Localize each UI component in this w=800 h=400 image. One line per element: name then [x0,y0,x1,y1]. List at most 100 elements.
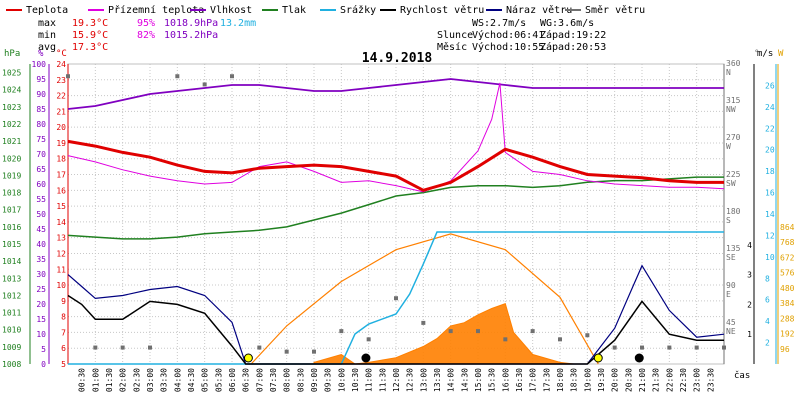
direction-tick-label: S [726,216,731,225]
moonset-marker [634,353,644,363]
x-tick: 12:00 [392,368,401,392]
x-tick: 23:00 [693,368,702,392]
humidity-tick: 90 [36,90,46,99]
x-tick: 02:00 [119,368,128,392]
pressure-tick: 1017 [2,206,21,215]
x-tick: 19:00 [583,368,592,392]
x-tick: 08:00 [283,368,292,392]
series-pressure [67,176,724,240]
rain-tick: 6 [765,296,770,305]
x-tick: 01:00 [91,368,100,392]
legend-label: Vlhkost [210,5,252,16]
wind-direction-point [230,74,234,79]
x-tick: 15:30 [488,368,497,392]
series-temperature [67,139,724,192]
humidity-tick: 100 [32,60,47,69]
x-tick: 20:00 [611,368,620,392]
x-tick: 22:00 [665,368,674,392]
x-tick: 07:30 [269,368,278,392]
x-tick: 10:30 [351,368,360,392]
wind-direction-point [585,333,590,338]
x-tick: 02:30 [132,368,141,392]
x-tick: 06:30 [242,368,251,392]
rain-tick: 26 [765,81,775,90]
direction-tick-label: N [726,68,731,77]
direction-tick: 180 [726,207,741,216]
pressure-tick: 1015 [2,240,21,249]
pressure-tick: 1016 [2,223,21,232]
pressure-tick: 1008 [2,360,21,369]
direction-tick: 270 [726,133,741,142]
stat-avg-temp: 17.3°C [72,42,108,53]
x-tick: 00:30 [78,368,87,392]
x-tick: 01:30 [105,368,114,392]
humidity-tick: 85 [36,105,46,114]
series-wind-speed [67,294,724,365]
humidity-tick: 70 [36,150,46,159]
x-tick: 17:00 [529,368,538,392]
temperature-tick: 11 [56,265,66,274]
unit-time: čas [734,370,750,381]
temperature-tick: 17 [56,171,66,180]
unit-pressure: hPa [4,49,20,59]
moon-rise: Východ:10:55 [472,41,544,53]
legend-label: Přízemní teplota [108,4,204,16]
x-tick: 03:00 [146,368,155,392]
wind-direction-point [284,349,289,354]
x-tick: 17:30 [542,368,551,392]
stat-min-press: 1015.2hPa [164,30,218,41]
temperature-tick: 7 [61,328,66,337]
stat-avg-label: avg [38,42,56,53]
speed-tick: 4 [747,241,752,250]
x-tick: 14:30 [460,368,469,392]
wind-direction-point [148,345,152,350]
humidity-tick: 45 [36,225,46,234]
stat-min-temp: 15.9°C [72,30,108,41]
temperature-tick: 23 [56,76,66,85]
wind-direction-point [530,329,535,334]
temperature-tick: 22 [56,92,66,101]
stats-panel: max 19.3°C 95% 1018.9hPa 13.2mm min 15.9… [38,18,606,53]
x-tick: 16:30 [515,368,524,392]
pressure-tick: 1020 [2,154,21,163]
rain-tick: 14 [765,210,775,219]
legend-label: Srážky [340,4,376,16]
x-tick: 10:00 [337,368,346,392]
x-tick: 03:30 [160,368,169,392]
legend-label: Teplota [26,5,68,16]
x-tick: 22:30 [679,368,688,392]
temperature-tick: 19 [56,139,66,148]
humidity-tick: 95 [36,75,46,84]
legend-label: Náraz větru [506,4,572,16]
temperature-tick: 16 [56,186,66,195]
humidity-tick: 25 [36,285,46,294]
humidity-tick: 65 [36,165,46,174]
temperature-tick: 6 [61,344,66,353]
x-tick: 18:30 [570,368,579,392]
x-tick: 09:00 [310,368,319,392]
rain-tick: 12 [765,231,775,240]
plot-area [66,74,726,365]
stat-ws: WS:2.7m/s [472,18,526,29]
pressure-tick: 1012 [2,291,21,300]
solar-tick: 192 [780,330,795,339]
stat-max-label: max [38,18,56,29]
wind-direction-point [120,345,125,350]
x-tick: 16:00 [501,368,510,392]
wind-direction-point [476,329,480,334]
temperature-tick: 8 [61,313,66,322]
direction-tick: 225 [726,170,741,179]
sun-label: Slunce [437,30,473,41]
wind-direction-point [640,345,644,350]
x-tick: 14:00 [447,368,456,392]
x-tick: 04:00 [173,368,182,392]
temperature-tick: 24 [56,60,66,69]
x-tick: 19:30 [597,368,606,392]
rain-tick: 20 [765,146,775,155]
legend: Teplota Přízemní teplota Vlhkost Tlak Srážky… [6,4,645,16]
unit-temperature: °C [56,49,67,59]
wind-direction-point [93,345,98,350]
series-humidity [67,78,724,110]
wind-direction-point [421,320,426,325]
stat-max-press: 1018.9hPa [164,18,218,29]
